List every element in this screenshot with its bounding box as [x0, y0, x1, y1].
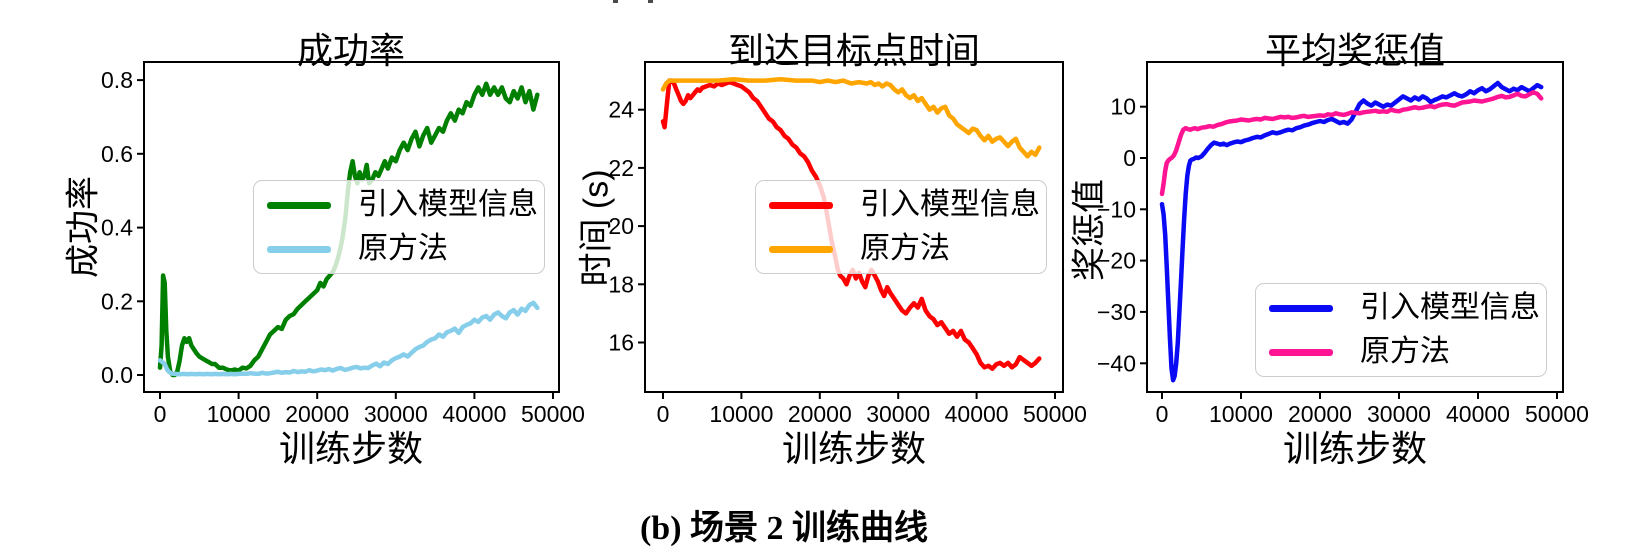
series-line-proposed [1159, 80, 1544, 383]
x-tick-label: 0 [657, 401, 670, 427]
y-tick-label: −20 [1097, 248, 1136, 274]
chart1-xlabel: 训练步数 [278, 428, 424, 469]
x-tick-label: 40000 [442, 401, 506, 427]
legend-label: 引入模型信息 [860, 188, 1040, 221]
y-tick-label: 24 [608, 97, 634, 123]
chart3-xlabel: 训练步数 [1282, 428, 1428, 469]
y-tick-label: 22 [608, 155, 634, 181]
y-tick-label: 0.8 [101, 67, 133, 93]
plot-frame [644, 61, 1064, 393]
legend-label: 原方法 [358, 232, 448, 265]
y-tick-label: 0 [1123, 145, 1136, 171]
legend-label: 引入模型信息 [358, 188, 538, 221]
x-tick-label: 40000 [945, 401, 1009, 427]
cropped-text-remnant [648, 0, 653, 3]
legend-label: 原方法 [1360, 335, 1450, 368]
y-tick-label: 16 [608, 330, 634, 356]
y-tick-label: 0.0 [101, 362, 133, 388]
legend-entry: 引入模型信息 [1269, 289, 1546, 327]
x-tick-label: 30000 [866, 401, 930, 427]
chart2-ylabel: 时间 (s) [577, 169, 616, 287]
chart3-legend: 引入模型信息 原方法 [1255, 283, 1547, 377]
legend-label: 引入模型信息 [1360, 291, 1540, 324]
series-line-baseline [1159, 90, 1544, 197]
chart2-title: 到达目标点时间 [727, 30, 981, 71]
line-swatch [267, 201, 331, 209]
y-tick-label: 20 [608, 213, 634, 239]
series-line-baseline [660, 76, 1042, 159]
line-swatch [1269, 304, 1333, 312]
series-line-baseline [157, 300, 540, 377]
x-tick-label: 20000 [285, 401, 349, 427]
x-tick-label: 40000 [1446, 401, 1510, 427]
chart3-ylabel: 奖惩值 [1070, 179, 1109, 281]
x-tick-label: 0 [1156, 401, 1169, 427]
line-swatch [1269, 348, 1333, 356]
y-tick-label: 18 [608, 271, 634, 297]
legend-entry: 原方法 [1269, 333, 1546, 371]
plot-frame [143, 61, 560, 393]
chart3-title: 平均奖惩值 [1264, 30, 1446, 71]
y-tick-label: 0.6 [101, 141, 133, 167]
x-tick-label: 0 [154, 401, 167, 427]
chart1-ylabel: 成功率 [64, 176, 103, 278]
chart1-legend: 引入模型信息 原方法 [253, 180, 545, 274]
x-tick-label: 30000 [364, 401, 428, 427]
chart2-xlabel: 训练步数 [781, 428, 927, 469]
figure-caption: (b) 场景 2 训练曲线 [639, 510, 929, 547]
legend-entry: 引入模型信息 [267, 186, 544, 224]
chart1-title: 成功率 [296, 30, 406, 71]
plot-frame [1146, 61, 1564, 393]
chart2-legend: 引入模型信息 原方法 [755, 180, 1047, 274]
x-tick-label: 50000 [1525, 401, 1589, 427]
line-swatch [267, 245, 331, 253]
cropped-text-remnant [613, 0, 618, 3]
line-swatch [769, 201, 833, 209]
y-tick-label: 0.4 [101, 215, 133, 241]
y-tick-label: −40 [1097, 350, 1136, 376]
x-tick-label: 10000 [709, 401, 773, 427]
x-tick-label: 10000 [1209, 401, 1273, 427]
x-tick-label: 10000 [207, 401, 271, 427]
x-tick-label: 20000 [1288, 401, 1352, 427]
y-tick-label: 10 [1110, 94, 1136, 120]
x-tick-label: 50000 [521, 401, 585, 427]
legend-entry: 引入模型信息 [769, 186, 1046, 224]
legend-entry: 原方法 [267, 230, 544, 268]
x-tick-label: 50000 [1023, 401, 1087, 427]
y-tick-label: −30 [1097, 299, 1136, 325]
x-tick-label: 20000 [788, 401, 852, 427]
x-tick-label: 30000 [1367, 401, 1431, 427]
y-tick-label: 0.2 [101, 288, 133, 314]
y-tick-label: −10 [1097, 196, 1136, 222]
line-swatch [769, 245, 833, 253]
series-line-proposed [660, 78, 1042, 371]
legend-label: 原方法 [860, 232, 950, 265]
legend-entry: 原方法 [769, 230, 1046, 268]
